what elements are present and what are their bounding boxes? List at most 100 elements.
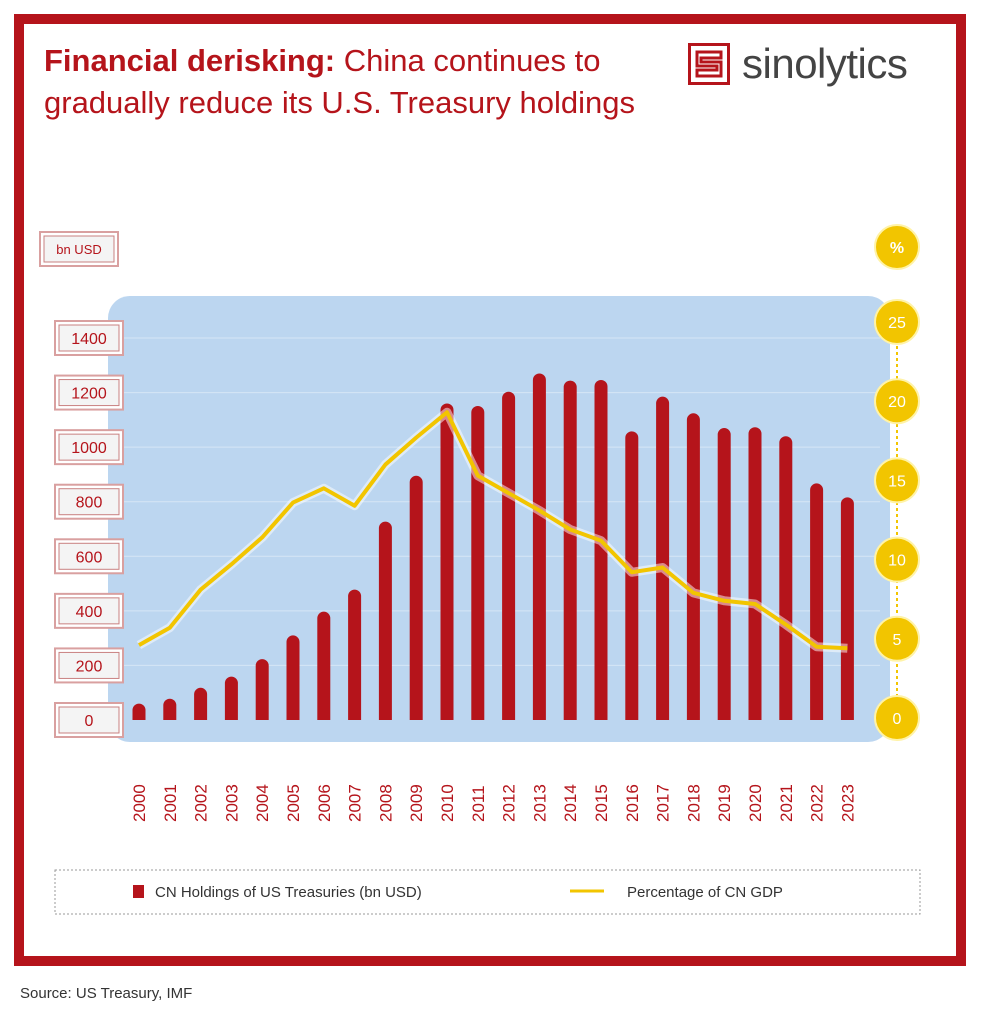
logo-mark-icon [688, 43, 730, 85]
tick-box-inner [58, 542, 120, 570]
tick-box-inner [58, 488, 120, 516]
x-tick-label: 2021 [777, 784, 796, 822]
x-tick-label: 2017 [654, 784, 673, 822]
tick-box-inner [58, 324, 120, 352]
left-tick: 400 [54, 592, 880, 629]
bar [255, 659, 269, 720]
bar [502, 391, 516, 720]
tick-box-inner [58, 433, 120, 461]
bar [471, 405, 485, 720]
left-tick-label: 1000 [71, 440, 107, 457]
tick-circle [874, 457, 920, 504]
right-tick: 15 [874, 457, 920, 504]
right-tick: 10 [874, 536, 920, 583]
bar [224, 676, 238, 720]
bar [317, 611, 331, 720]
right-tick: 25 [874, 299, 920, 345]
logo-text: sinolytics [742, 40, 908, 87]
legend-box [54, 869, 921, 915]
tick-circle [874, 299, 920, 345]
left-tick-label: 800 [76, 495, 103, 512]
x-tick-label: 2019 [715, 784, 734, 822]
x-tick-label: 2015 [592, 784, 611, 822]
right-tick-label: 10 [888, 553, 906, 570]
bar [409, 475, 423, 720]
left-tick-label: 600 [76, 549, 103, 566]
right-tick: 20 [874, 378, 920, 425]
right-tick: 5 [874, 615, 920, 662]
plot-area [108, 296, 890, 742]
legend-bar-swatch [133, 885, 144, 898]
bar [163, 698, 177, 720]
x-tick-label: 2016 [623, 784, 642, 822]
x-tick-label: 2005 [284, 784, 303, 822]
logo: sinolytics [688, 40, 908, 88]
bar [717, 428, 731, 720]
bar [440, 403, 454, 720]
x-tick-label: 2004 [253, 784, 272, 822]
right-tick-label: 20 [888, 394, 906, 411]
source-note: Source: US Treasury, IMF [20, 985, 193, 1002]
x-tick-label: 2007 [346, 784, 365, 822]
bar [810, 483, 824, 720]
tick-circle [874, 536, 920, 583]
tick-box-inner [58, 706, 120, 734]
tick-box-inner [58, 379, 120, 407]
x-tick-label: 2012 [500, 784, 519, 822]
x-tick-label: 2010 [438, 784, 457, 822]
gdp-percentage-line [138, 410, 848, 651]
left-axis-unit: bn USD [39, 231, 119, 267]
bar [132, 703, 146, 720]
x-tick-label: 2006 [315, 784, 334, 822]
x-tick-label: 2011 [469, 785, 488, 822]
bar [686, 413, 700, 720]
left-tick: 1000 [54, 429, 880, 466]
bar [748, 427, 762, 720]
x-tick-label: 2000 [130, 784, 149, 822]
right-tick-label: 15 [888, 473, 906, 490]
x-tick-label: 2001 [161, 784, 180, 822]
chart: bn USD 0 200 400 600 800 1000 1200 1400% 0 5 10 15 20… [39, 224, 921, 915]
unit-circle [874, 224, 920, 270]
x-tick-label: 2014 [561, 784, 580, 822]
bar [656, 396, 670, 720]
bar [594, 380, 608, 720]
left-tick-label: 0 [85, 713, 94, 730]
right-tick: 0 [874, 695, 920, 741]
legend: CN Holdings of US Treasuries (bn USD) Per… [54, 869, 921, 915]
x-tick-label: 2008 [376, 784, 395, 822]
left-tick-label: 1200 [71, 386, 107, 403]
bar [378, 521, 392, 720]
left-tick-label: 400 [76, 604, 103, 621]
right-axis-unit: % [874, 224, 920, 270]
unit-box-inner [43, 235, 115, 263]
title-bold: Financial derisking: [44, 43, 336, 78]
bar [779, 436, 793, 720]
right-tick-label: 25 [888, 315, 906, 332]
x-tick-label: 2018 [684, 784, 703, 822]
x-tick-label: 2002 [192, 784, 211, 822]
x-tick-label: 2009 [407, 784, 426, 822]
x-tick-label: 2013 [530, 784, 549, 822]
x-tick-label: 2020 [746, 784, 765, 822]
left-tick: 0 [54, 702, 124, 738]
bar [563, 380, 577, 720]
left-tick: 1400 [54, 320, 880, 356]
bar [194, 687, 208, 720]
tick-circle [874, 615, 920, 662]
tick-box-inner [58, 651, 120, 679]
x-tick-label: 2003 [222, 784, 241, 822]
right-tick-label: 5 [893, 632, 902, 649]
x-tick-label: 2022 [808, 784, 827, 822]
right-tick-label: 0 [893, 711, 902, 728]
left-tick-label: 200 [76, 658, 103, 675]
legend-label: CN Holdings of US Treasuries (bn USD) [155, 884, 422, 901]
unit-label: bn USD [56, 242, 102, 257]
bar [840, 497, 854, 720]
bar [286, 635, 300, 720]
tick-circle [874, 378, 920, 425]
left-tick: 1200 [54, 374, 880, 411]
chart-title: Financial derisking: China continues to … [44, 40, 664, 124]
tick-box-inner [58, 597, 120, 625]
